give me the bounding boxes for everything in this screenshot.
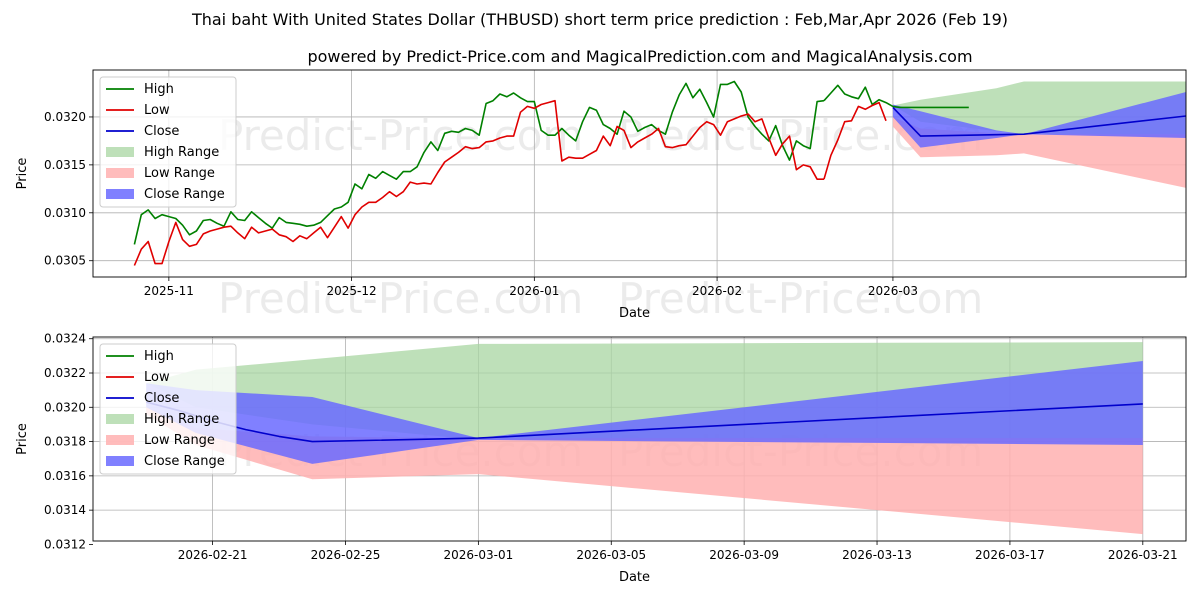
top-panel: Predict-Price.com Predict-Price.com Predic…	[15, 69, 1187, 323]
chart-title: Thai baht With United States Dollar (THB…	[191, 10, 1008, 29]
series-high-line	[133, 80, 825, 245]
legend-label: High Range	[144, 145, 219, 160]
y-tick-label: 0.0318	[44, 435, 86, 449]
range-close-range	[892, 92, 1186, 148]
watermark-text: Predict-Price.com	[218, 111, 583, 160]
legend-label: Low	[144, 103, 170, 118]
legend-label: Close Range	[144, 454, 225, 469]
series-close-line	[892, 106, 1186, 137]
y-tick-label: 0.0322	[44, 366, 86, 380]
x-tick-label: 2026-02-25	[311, 548, 381, 562]
y-axis-label: Price	[15, 423, 30, 455]
legend-label: Close	[144, 391, 179, 406]
legend-swatch-close-range	[106, 456, 134, 466]
bottom-panel: Predict-Price.comPredict-Price.com2026-0…	[15, 332, 1187, 585]
x-axis-label: Date	[619, 306, 650, 321]
legend-swatch-high-range	[106, 414, 134, 424]
x-tick-label: 2026-03-21	[1108, 548, 1178, 562]
series-lines	[133, 80, 1186, 266]
y-tick-label: 0.0305	[44, 254, 86, 268]
legend-swatch-high-range	[106, 147, 134, 157]
series-low-line	[823, 101, 887, 180]
legend-label: High Range	[144, 412, 219, 427]
y-tick-label: 0.0316	[44, 469, 86, 483]
y-tick-label: 0.0320	[44, 400, 86, 414]
legend-label: Close Range	[144, 187, 225, 202]
legend-swatch-low-range	[106, 168, 134, 178]
x-tick-label: 2025-11	[144, 284, 194, 298]
legend-label: Close	[144, 124, 179, 139]
series-low-line	[133, 99, 824, 266]
legend-label: High	[144, 349, 174, 364]
legend-swatch-close-range	[106, 189, 134, 199]
legend: High Low Close High Range Low Range Close Ran…	[99, 76, 237, 208]
legend: High Low Close High Range Low Range Close Ran…	[99, 343, 237, 475]
legend-label: Low Range	[144, 166, 215, 181]
range-close-range	[146, 361, 1143, 464]
axes-frame	[92, 69, 1187, 278]
y-tick-label: 0.0324	[44, 332, 86, 346]
x-tick-label: 2025-12	[327, 284, 377, 298]
chart-subtitle: powered by Predict-Price.com and Magical…	[307, 47, 972, 66]
x-tick-label: 2026-03-17	[975, 548, 1045, 562]
legend-label: High	[144, 82, 174, 97]
x-tick-label: 2026-03-13	[842, 548, 912, 562]
series-high-line	[823, 84, 969, 109]
x-tick-label: 2026-02	[692, 284, 742, 298]
x-tick-label: 2026-02-21	[178, 548, 248, 562]
legend-swatch-low-range	[106, 435, 134, 445]
x-axis-label: Date	[619, 570, 650, 585]
y-tick-label: 0.0315	[44, 158, 86, 172]
legend-label: Low Range	[144, 433, 215, 448]
y-tick-label: 0.0314	[44, 503, 86, 517]
y-tick-label: 0.0320	[44, 110, 86, 124]
x-tick-label: 2026-03-05	[576, 548, 646, 562]
x-tick-label: 2026-03	[868, 284, 918, 298]
y-tick-label: 0.0310	[44, 206, 86, 220]
x-tick-label: 2026-03-01	[443, 548, 513, 562]
x-tick-label: 2026-03-09	[709, 548, 779, 562]
y-tick-label: 0.0312	[44, 537, 86, 551]
axes-frame	[92, 336, 1187, 542]
legend-label: Low	[144, 370, 170, 385]
grid-lines	[93, 70, 1186, 277]
range-bands	[146, 342, 1143, 535]
watermark-text: Predict-Price.com	[218, 274, 583, 323]
x-tick-label: 2026-01	[509, 284, 559, 298]
y-axis-label: Price	[15, 158, 30, 190]
watermark-text: Predict-Price.com	[618, 274, 983, 323]
